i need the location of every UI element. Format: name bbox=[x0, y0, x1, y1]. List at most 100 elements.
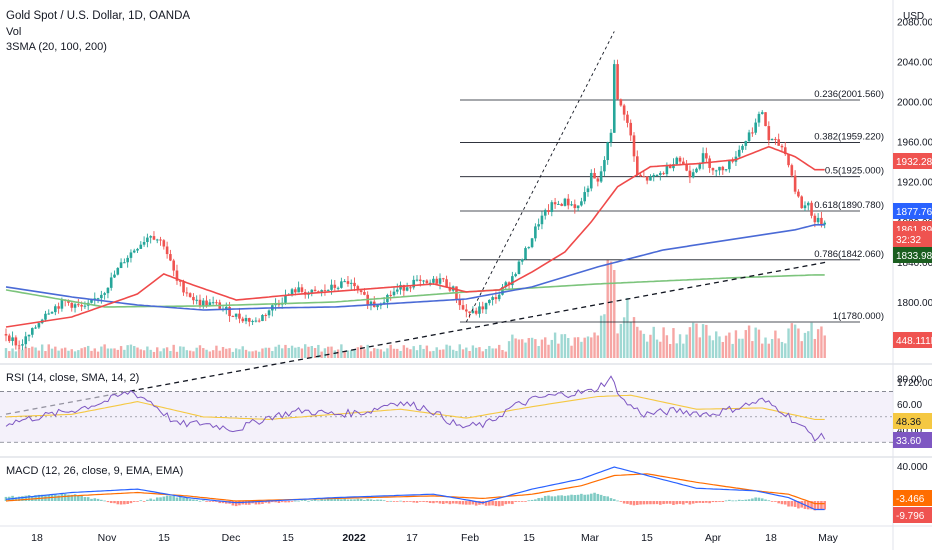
candle-body bbox=[543, 210, 547, 216]
candle-body bbox=[639, 174, 642, 177]
volume-bar bbox=[165, 347, 169, 358]
volume-bar bbox=[455, 350, 458, 358]
volume-bar bbox=[366, 344, 369, 358]
volume-bar bbox=[770, 339, 774, 358]
candle-body bbox=[474, 310, 478, 314]
macd-hist-bar bbox=[563, 495, 567, 501]
volume-bar bbox=[142, 350, 146, 358]
macd-hist-bar bbox=[553, 496, 557, 501]
volume-bar bbox=[50, 348, 54, 358]
macd-hist-bar bbox=[359, 498, 363, 501]
volume-bar bbox=[573, 337, 577, 358]
candle-body bbox=[629, 122, 633, 136]
candle-body bbox=[96, 298, 100, 300]
candle-body bbox=[402, 284, 406, 291]
volume-bar bbox=[435, 347, 438, 358]
volume-bar bbox=[682, 343, 685, 358]
time-tick-label: 15 bbox=[523, 532, 535, 544]
candle-body bbox=[146, 237, 149, 243]
volume-bar bbox=[501, 350, 504, 358]
volume-bar bbox=[103, 344, 106, 358]
volume-bar bbox=[685, 334, 688, 358]
volume-bar bbox=[80, 348, 83, 358]
macd-hist-bar bbox=[484, 501, 488, 506]
volume-bar bbox=[675, 343, 678, 358]
macd-hist-bar bbox=[652, 501, 656, 505]
candle-body bbox=[672, 164, 675, 169]
macd-hist-bar bbox=[668, 501, 672, 504]
volume-bar bbox=[294, 347, 297, 358]
macd-hist-bar bbox=[267, 501, 271, 504]
volume-bar bbox=[606, 259, 609, 358]
candle-body bbox=[691, 172, 695, 178]
volume-bar bbox=[445, 344, 448, 358]
candle-body bbox=[497, 294, 501, 300]
volume-bar bbox=[422, 348, 425, 358]
volume-bar bbox=[511, 334, 514, 358]
candle-body bbox=[376, 305, 379, 308]
macd-hist-bar bbox=[820, 501, 823, 510]
candle-body bbox=[770, 138, 774, 141]
candle-body bbox=[67, 300, 70, 303]
macd-hist-bar bbox=[530, 499, 534, 501]
candle-body bbox=[553, 202, 557, 205]
macd-hist-bar bbox=[741, 500, 744, 501]
candle-body bbox=[425, 280, 429, 283]
candle-body bbox=[142, 242, 146, 245]
volume-bar bbox=[238, 349, 241, 358]
candle-body bbox=[333, 284, 337, 288]
candle-body bbox=[264, 315, 268, 317]
candle-body bbox=[83, 305, 87, 307]
candle-body bbox=[7, 335, 11, 342]
volume-bar bbox=[596, 335, 600, 358]
macd-hist-bar bbox=[751, 498, 754, 501]
macd-hist-bar bbox=[734, 500, 738, 502]
macd-hist-bar bbox=[550, 496, 554, 501]
price-tick-label: 2000.000 bbox=[897, 98, 932, 109]
macd-hist-bar bbox=[201, 500, 205, 502]
macd-hist-bar bbox=[67, 494, 70, 501]
price-label-text: 1833.986 bbox=[896, 251, 932, 262]
macd-hist-bar bbox=[90, 498, 93, 501]
candle-body bbox=[346, 281, 350, 284]
macd-hist-bar bbox=[218, 501, 222, 504]
volume-bar bbox=[468, 351, 471, 358]
macd-hist-bar bbox=[787, 501, 790, 507]
fib-level-label: 0.618(1890.780) bbox=[814, 200, 884, 211]
volume-bar bbox=[297, 346, 300, 358]
macd-hist-bar bbox=[501, 501, 504, 506]
volume-bar bbox=[576, 337, 580, 358]
macd-hist-bar bbox=[783, 501, 787, 505]
macd-hist-bar bbox=[333, 498, 337, 501]
candle-body bbox=[783, 147, 787, 155]
candle-body bbox=[192, 296, 195, 301]
candle-body bbox=[461, 305, 465, 310]
volume-bar bbox=[728, 332, 731, 358]
candle-body bbox=[504, 282, 508, 288]
macd-hist-bar bbox=[211, 501, 215, 502]
candle-body bbox=[363, 292, 366, 295]
volume-bar bbox=[405, 347, 409, 358]
sma-100-line bbox=[5, 224, 825, 311]
macd-hist-bar bbox=[527, 500, 531, 502]
volume-bar bbox=[718, 336, 721, 358]
price-labels: 1932.284 1877.760 1861.89032:32 1833.986 bbox=[893, 153, 932, 263]
macd-hist-bar bbox=[566, 495, 570, 501]
macd-hist-bar bbox=[353, 499, 356, 501]
volume-bar bbox=[277, 344, 281, 358]
macd-hist-bar bbox=[524, 501, 527, 502]
macd-hist-bar bbox=[372, 499, 376, 501]
macd-hist-bar bbox=[711, 501, 715, 503]
candle-body bbox=[175, 270, 179, 281]
macd-hist-bar bbox=[109, 501, 113, 504]
candle-body bbox=[320, 290, 323, 292]
volume-bar bbox=[803, 332, 807, 358]
time-tick-label: May bbox=[818, 532, 839, 544]
volume-bar bbox=[346, 350, 350, 358]
macd-hist-bar bbox=[248, 501, 251, 505]
volume-bar bbox=[415, 350, 419, 358]
rsi-label-text: 33.60 bbox=[896, 436, 921, 447]
